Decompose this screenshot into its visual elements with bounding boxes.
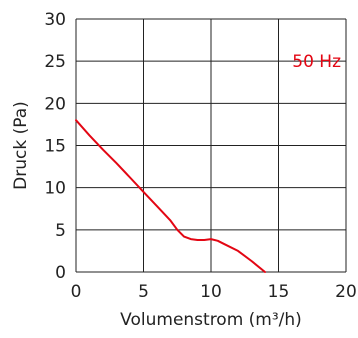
x-axis-label: Volumenstrom (m³/h) xyxy=(120,310,302,330)
y-tick-label: 20 xyxy=(44,94,66,114)
series-label-50hz: 50 Hz xyxy=(292,52,341,72)
y-tick-label: 5 xyxy=(55,221,66,241)
y-tick-label: 15 xyxy=(44,137,66,157)
x-tick-labels: 0 5 10 15 20 xyxy=(71,282,357,302)
y-axis-label: Druck (Pa) xyxy=(11,101,31,190)
x-tick-label: 15 xyxy=(268,282,290,302)
x-tick-label: 20 xyxy=(335,282,357,302)
x-tick-label: 5 xyxy=(138,282,149,302)
y-tick-labels: 0 5 10 15 20 25 30 xyxy=(44,10,66,283)
x-tick-label: 0 xyxy=(71,282,82,302)
y-tick-label: 30 xyxy=(44,10,66,30)
x-tick-label: 10 xyxy=(200,282,222,302)
y-tick-label: 10 xyxy=(44,179,66,199)
y-tick-label: 0 xyxy=(55,263,66,283)
y-tick-label: 25 xyxy=(44,52,66,72)
series-line xyxy=(75,119,266,273)
series-layer xyxy=(75,119,266,273)
plot-grid xyxy=(75,18,347,273)
